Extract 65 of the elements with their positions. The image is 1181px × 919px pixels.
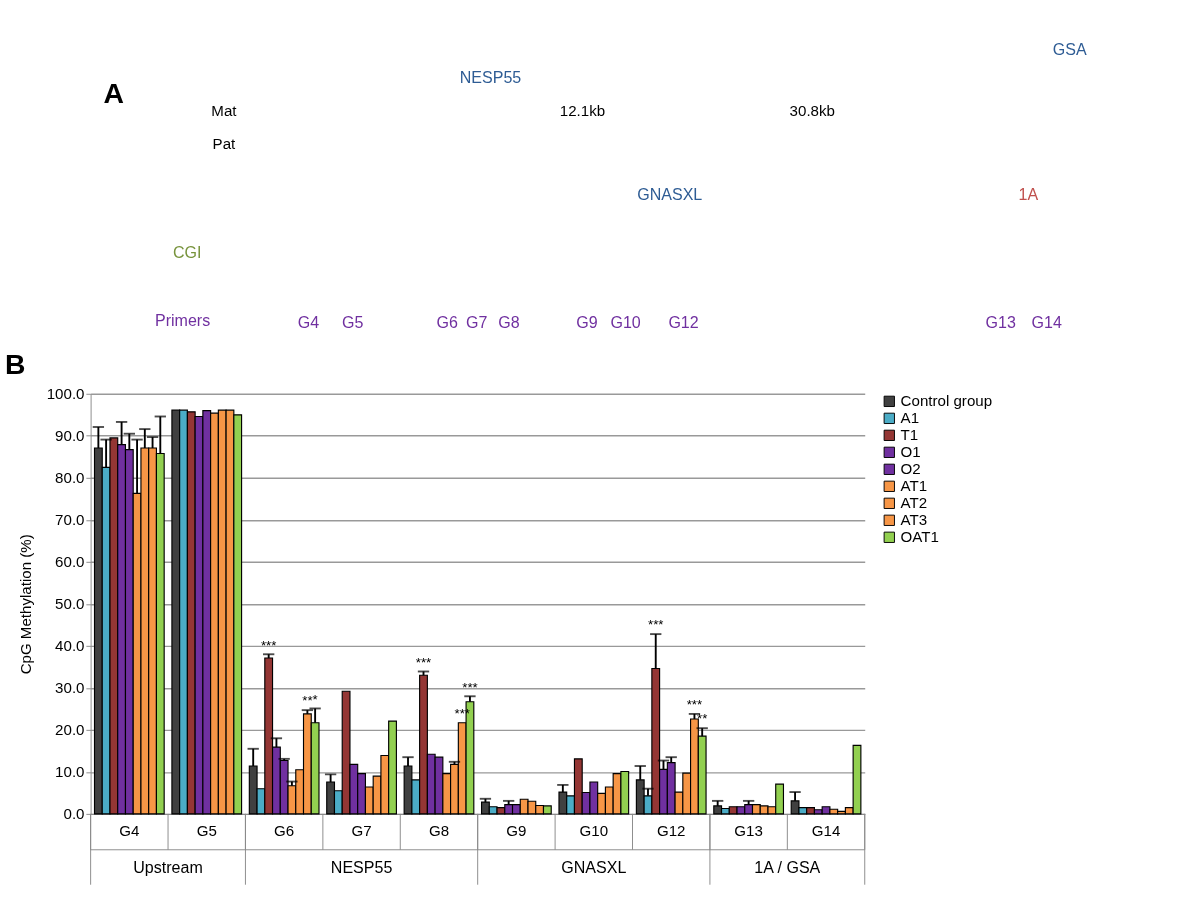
x-tick-label: G12 [656,822,686,840]
text: G14 [1031,313,1062,332]
text: 1A [1018,185,1039,203]
y-tick-label: 60.0 [55,553,85,571]
y-tick-label: 40.0 [55,637,85,655]
data-label: *** [462,679,478,695]
text: 1A / GSA [754,858,821,877]
text: G6 [436,313,459,332]
text: B [4,347,26,380]
y-tick-label: 80.0 [55,469,85,487]
legend-label: T1 [900,426,919,444]
data-label: *** [648,617,664,633]
text: GNASXL [637,185,703,203]
y-tick-label: 20.0 [55,721,85,739]
y-tick-label: 50.0 [55,595,85,613]
text: Mat [211,101,238,119]
text: G8 [498,313,520,332]
text: Primers [154,310,211,329]
y-tick-label: 30.0 [55,679,85,697]
y-tick-label: 90.0 [55,427,85,445]
data-label: *** [686,697,703,713]
legend-label: OAT1 [900,528,939,546]
x-tick-label: G8 [428,822,450,840]
text: G10 [610,313,641,332]
y-tick-label: 0.0 [63,805,85,823]
text: GNASXL [561,858,627,877]
legend-label: Control group [900,392,993,410]
legend-label: O2 [900,460,921,478]
text: G4 [297,313,320,332]
text: A [103,76,124,109]
data-label: * [312,691,318,707]
legend-label: AT3 [900,511,928,529]
y-tick-label: 70.0 [55,511,85,529]
y-tick-label: 10.0 [55,763,85,781]
x-tick-label: G5 [196,822,217,840]
text: Upstream [133,858,203,877]
text: GSA [1052,40,1087,59]
text: G9 [576,313,598,332]
text: NESP55 [459,67,522,86]
x-tick-label: G10 [579,822,609,840]
legend-label: AT2 [900,494,928,512]
text: NESP55 [330,858,393,877]
x-tick-label: G9 [506,822,527,840]
x-tick-label: G6 [274,822,295,840]
y-tick-label: 100.0 [46,385,85,402]
x-tick-label: G4 [119,822,140,840]
text: CGI [172,242,202,261]
text: 12.1kb [559,101,606,119]
legend-label: O1 [900,443,921,461]
text: G5 [341,313,364,332]
data-label: ** [697,711,708,727]
x-tick-label: G14 [811,822,841,840]
legend-label: A1 [900,409,920,427]
text: Pat [212,134,237,152]
text: G12 [668,313,699,332]
x-tick-label: G7 [351,822,372,840]
text: 30.8kb [789,101,835,119]
data-label: *** [260,637,277,653]
text: G13 [985,313,1016,332]
data-label: ** [302,693,313,709]
data-label: *** [415,654,432,670]
text: G7 [466,313,488,332]
x-tick-label: G13 [734,822,763,840]
y-axis-title: CpG Methylation (%) [16,534,34,675]
legend-label: AT1 [900,477,928,495]
